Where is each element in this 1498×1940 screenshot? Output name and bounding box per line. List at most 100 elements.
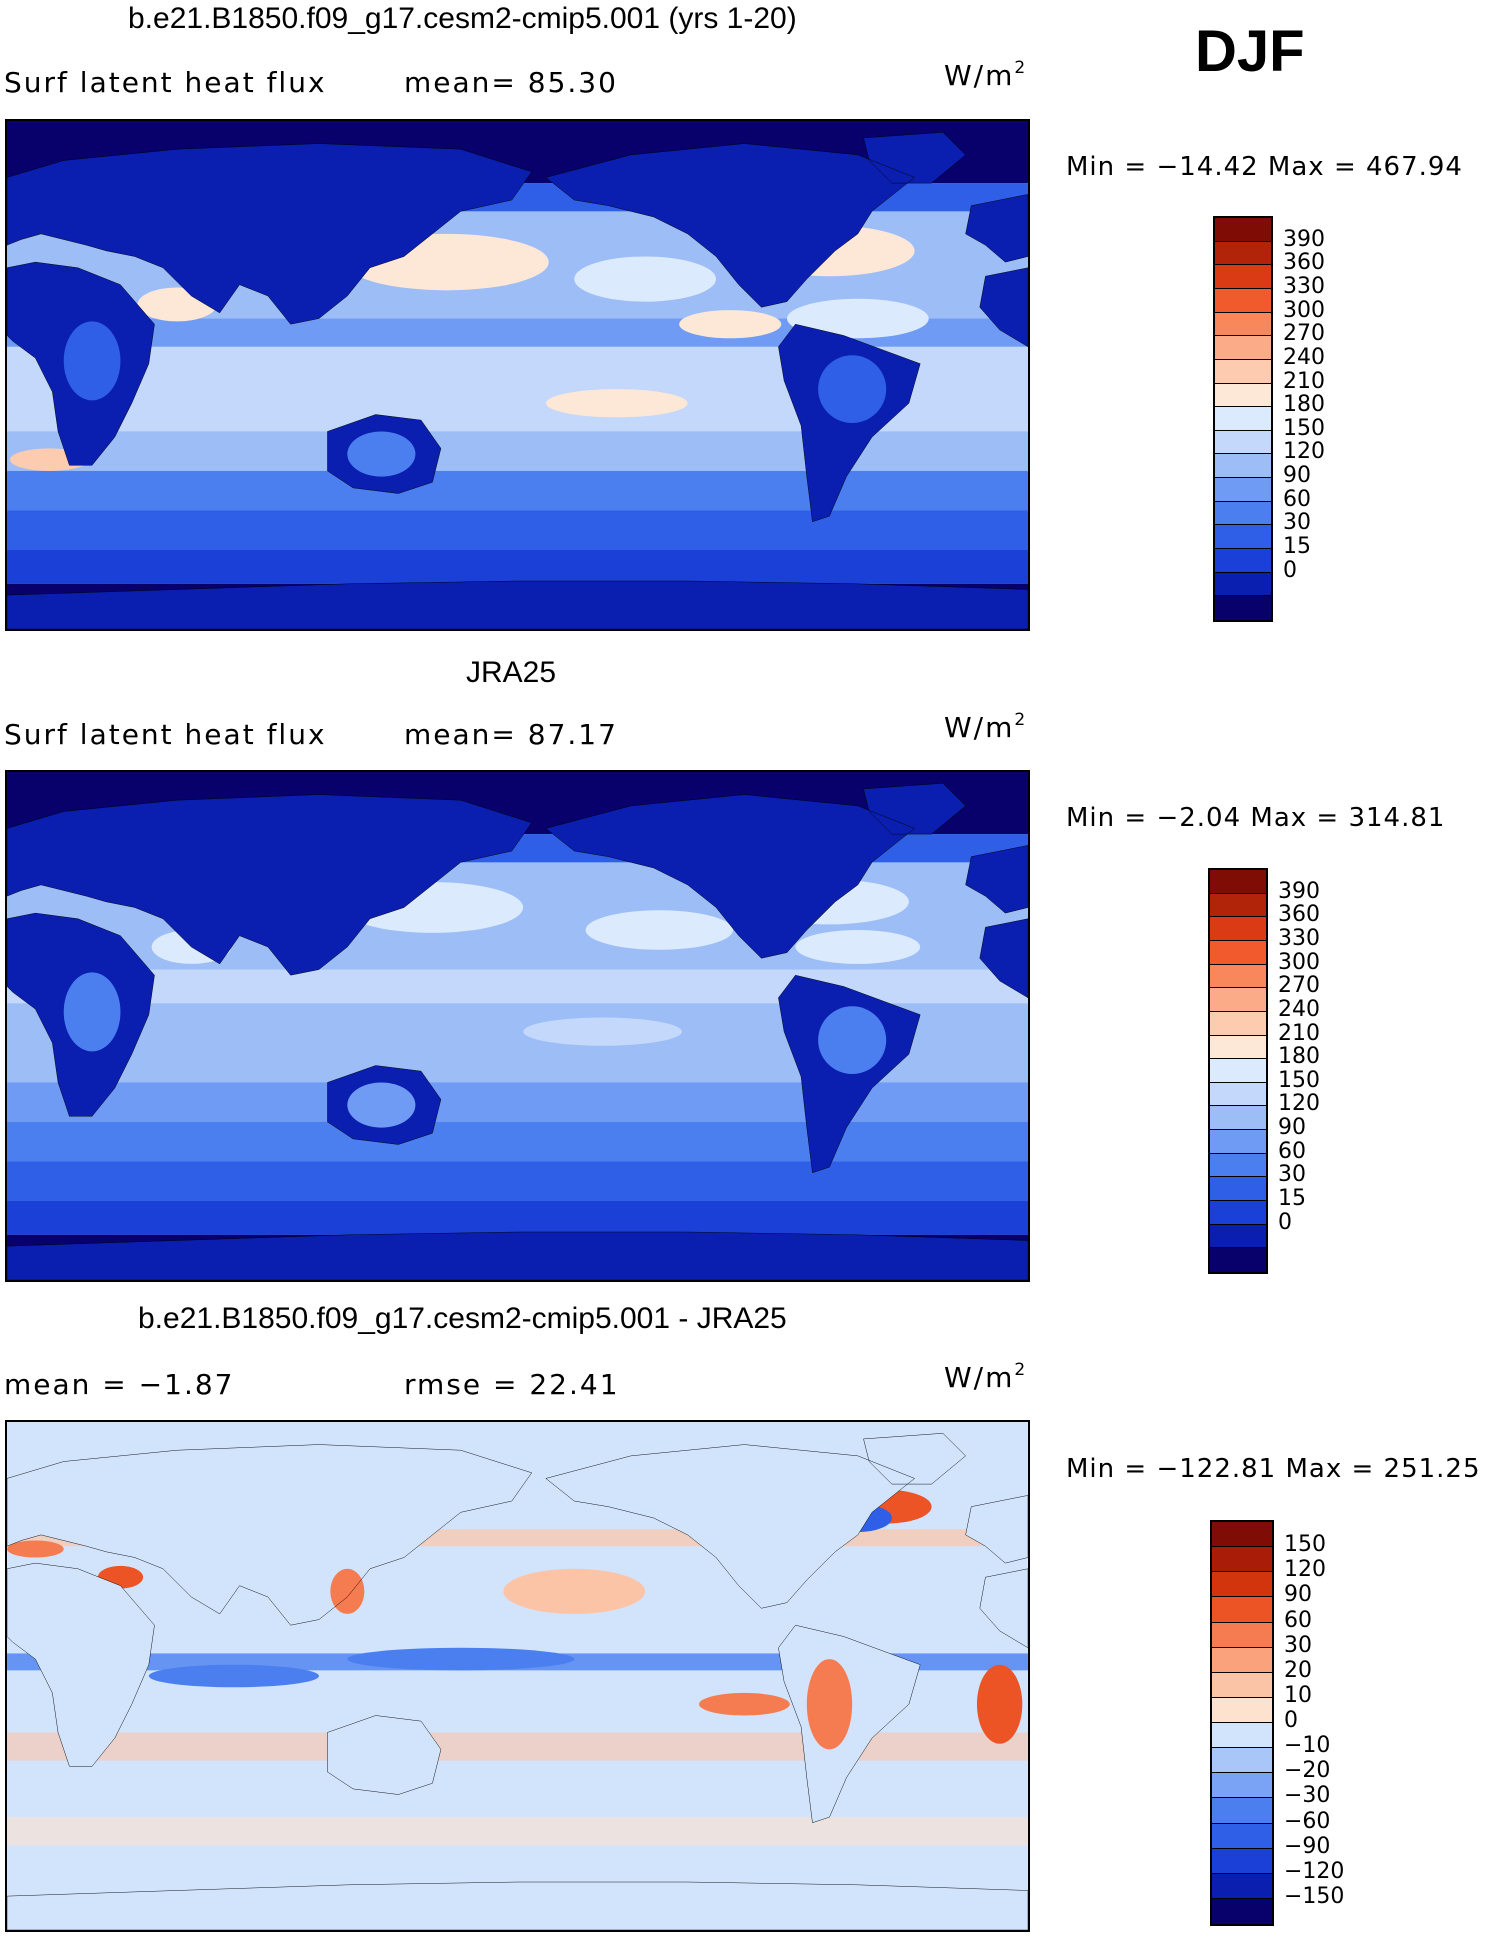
colorbar-swatch [1215, 288, 1271, 313]
colorbar-tick-label: 330 [1278, 925, 1320, 951]
panel2-minmax: Min = −2.04 Max = 314.81 [1066, 803, 1446, 833]
colorbar-tick-label: 60 [1283, 486, 1311, 512]
panel2-variable-label: Surf latent heat flux [4, 718, 327, 751]
colorbar-tick-label: 15 [1278, 1186, 1306, 1212]
colorbar-swatch [1210, 1035, 1266, 1060]
map-canvas [7, 121, 1028, 629]
colorbar-swatch [1212, 1697, 1272, 1723]
colorbar-swatch [1210, 1248, 1266, 1272]
colorbar-tick-label: 0 [1284, 1708, 1298, 1733]
colorbar-swatch [1215, 218, 1271, 242]
colorbar-swatch [1215, 407, 1271, 431]
colorbar-swatch [1210, 1201, 1266, 1225]
colorbar-tick-label: 360 [1278, 902, 1320, 928]
colorbar-swatch [1212, 1522, 1272, 1548]
colorbar-swatch [1210, 940, 1266, 965]
colorbar-tick-label: −90 [1284, 1833, 1331, 1859]
colorbar-swatch [1210, 1059, 1266, 1083]
colorbar-swatch [1212, 1823, 1272, 1849]
colorbar-swatch [1215, 525, 1271, 550]
colorbar-tick-label: 150 [1278, 1067, 1320, 1093]
panel2-mean-label: mean= 87.17 [404, 718, 618, 751]
colorbar-tick-label: 150 [1284, 1532, 1326, 1558]
panel1-colorbar [1213, 216, 1273, 622]
colorbar-tick-label: 120 [1284, 1557, 1326, 1583]
colorbar-swatch [1212, 1748, 1272, 1774]
colorbar-swatch [1212, 1898, 1272, 1924]
colorbar-tick-label: −120 [1284, 1858, 1345, 1884]
colorbar-swatch [1212, 1547, 1272, 1573]
colorbar-swatch [1210, 1106, 1266, 1131]
colorbar-swatch [1215, 312, 1271, 337]
colorbar-swatch [1215, 596, 1271, 620]
colorbar-tick-label: 360 [1283, 250, 1325, 276]
colorbar-tick-label: 120 [1278, 1091, 1320, 1117]
colorbar-swatch [1212, 1672, 1272, 1698]
colorbar-swatch [1212, 1723, 1272, 1749]
colorbar-swatch [1215, 241, 1271, 266]
panel3-mean-label: mean = −1.87 [4, 1368, 235, 1401]
colorbar-swatch [1215, 501, 1271, 526]
colorbar-swatch [1215, 336, 1271, 360]
colorbar-tick-label: 60 [1278, 1138, 1306, 1164]
panel3-minmax: Min = −122.81 Max = 251.25 [1066, 1454, 1481, 1484]
colorbar-tick-label: 300 [1278, 949, 1320, 975]
panel1-units: W/m2 [944, 58, 1026, 92]
colorbar-swatch [1212, 1622, 1272, 1648]
panel3-rmse-label: rmse = 22.41 [404, 1368, 620, 1401]
colorbar-swatch [1210, 1082, 1266, 1107]
colorbar-swatch [1212, 1572, 1272, 1598]
colorbar-swatch [1210, 1153, 1266, 1178]
colorbar-swatch [1212, 1597, 1272, 1623]
colorbar-tick-label: 150 [1283, 415, 1325, 441]
colorbar-swatch [1212, 1848, 1272, 1874]
panel3-colorbar [1210, 1520, 1274, 1926]
colorbar-tick-label: 180 [1278, 1044, 1320, 1070]
colorbar-tick-label: 270 [1278, 973, 1320, 999]
colorbar-swatch [1215, 572, 1271, 597]
panel1-mean-label: mean= 85.30 [404, 66, 618, 99]
colorbar-swatch [1210, 870, 1266, 894]
colorbar-tick-label: 240 [1278, 996, 1320, 1022]
panel2-colorbar [1208, 868, 1268, 1274]
colorbar-swatch [1212, 1647, 1272, 1673]
panel1-minmax: Min = −14.42 Max = 467.94 [1066, 152, 1463, 182]
panel3-units: W/m2 [944, 1360, 1026, 1394]
colorbar-tick-label: 180 [1283, 392, 1325, 418]
colorbar-tick-label: 0 [1283, 557, 1297, 583]
colorbar-tick-label: −60 [1284, 1808, 1331, 1834]
colorbar-tick-label: −10 [1284, 1733, 1331, 1759]
panel3-map [5, 1420, 1030, 1932]
colorbar-swatch [1210, 964, 1266, 989]
colorbar-swatch [1215, 430, 1271, 455]
colorbar-swatch [1210, 1011, 1266, 1036]
panel1-variable-label: Surf latent heat flux [4, 66, 327, 99]
colorbar-tick-label: −150 [1284, 1883, 1345, 1909]
colorbar-tick-label: 390 [1278, 878, 1320, 904]
colorbar-swatch [1212, 1773, 1272, 1799]
colorbar-swatch [1210, 988, 1266, 1012]
colorbar-swatch [1210, 1177, 1266, 1202]
colorbar-tick-label: 15 [1283, 534, 1311, 560]
colorbar-swatch [1215, 359, 1271, 384]
colorbar-tick-label: 90 [1284, 1582, 1312, 1608]
colorbar-tick-label: 20 [1284, 1657, 1312, 1683]
colorbar-swatch [1212, 1873, 1272, 1899]
colorbar-tick-label: 60 [1284, 1607, 1312, 1633]
map-canvas [7, 772, 1028, 1280]
colorbar-tick-label: 30 [1284, 1632, 1312, 1658]
panel2-title: JRA25 [466, 656, 557, 689]
colorbar-tick-label: 240 [1283, 344, 1325, 370]
colorbar-swatch [1210, 917, 1266, 941]
colorbar-swatch [1215, 549, 1271, 573]
colorbar-swatch [1215, 383, 1271, 408]
colorbar-tick-label: 30 [1283, 510, 1311, 536]
colorbar-swatch [1212, 1798, 1272, 1824]
season-label: DJF [1195, 19, 1305, 84]
colorbar-swatch [1210, 1130, 1266, 1154]
panel1-title: b.e21.B1850.f09_g17.cesm2-cmip5.001 (yrs… [128, 2, 797, 35]
panel2-map [5, 770, 1030, 1282]
colorbar-tick-label: 0 [1278, 1209, 1292, 1235]
colorbar-swatch [1210, 1224, 1266, 1249]
map-canvas [7, 1422, 1028, 1930]
